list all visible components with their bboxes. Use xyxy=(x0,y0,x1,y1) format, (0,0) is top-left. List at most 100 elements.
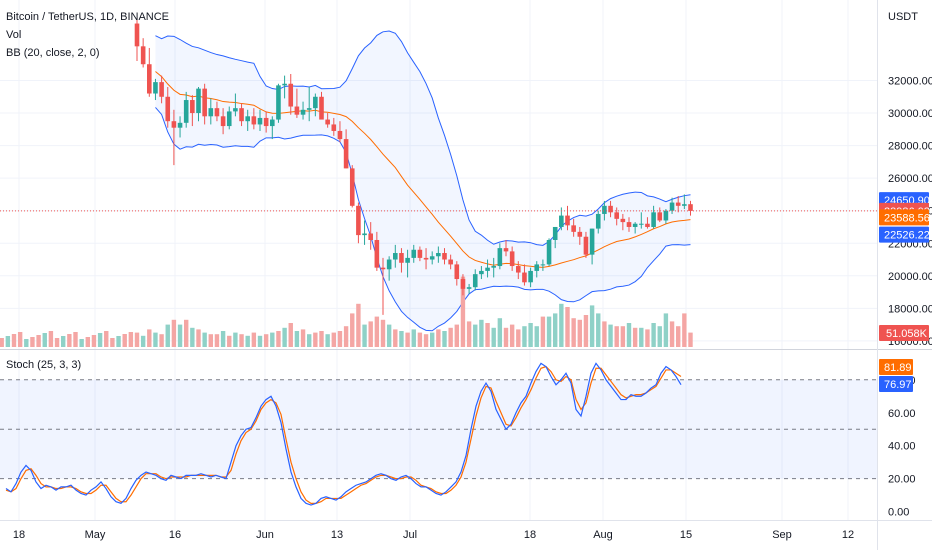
candle-body[interactable] xyxy=(313,96,318,109)
candle-body[interactable] xyxy=(190,100,195,114)
candle-body[interactable] xyxy=(183,100,189,123)
candle-body[interactable] xyxy=(165,96,171,122)
candle-body[interactable] xyxy=(251,116,257,125)
candle-body[interactable] xyxy=(460,279,466,289)
candle-body[interactable] xyxy=(417,249,423,258)
candle-body[interactable] xyxy=(454,264,460,280)
candle-body[interactable] xyxy=(528,270,533,283)
candle-body[interactable] xyxy=(589,228,595,255)
candle-body[interactable] xyxy=(405,257,410,263)
candle-body[interactable] xyxy=(423,257,429,260)
candle-body[interactable] xyxy=(153,82,158,94)
candle-body[interactable] xyxy=(688,204,693,211)
candle-body[interactable] xyxy=(196,88,201,114)
candle-body[interactable] xyxy=(226,111,232,127)
candle-body[interactable] xyxy=(282,83,287,86)
candle-body[interactable] xyxy=(448,259,453,265)
candle-body[interactable] xyxy=(540,264,546,266)
candle-body[interactable] xyxy=(140,46,146,65)
candle-body[interactable] xyxy=(294,106,300,115)
candle-body[interactable] xyxy=(565,215,570,226)
candle-body[interactable] xyxy=(134,23,140,47)
price-axis[interactable]: 32000.0030000.0028000.0026000.0024000.00… xyxy=(879,76,932,348)
candle-body[interactable] xyxy=(614,212,619,219)
candle-body[interactable] xyxy=(331,124,337,131)
candle-body[interactable] xyxy=(682,204,687,206)
candle-body[interactable] xyxy=(386,259,392,270)
candle-body[interactable] xyxy=(368,233,373,240)
candle-body[interactable] xyxy=(632,223,638,227)
candle-body[interactable] xyxy=(411,249,417,258)
candle-body[interactable] xyxy=(466,287,472,289)
candle-body[interactable] xyxy=(516,266,521,273)
candle-body[interactable] xyxy=(202,88,207,117)
candle-body[interactable] xyxy=(472,274,478,288)
candle-body[interactable] xyxy=(645,223,650,227)
candle-body[interactable] xyxy=(442,253,447,260)
time-axis[interactable]: 18 May 16 Jun 13 Jul 18 Aug 15 Sep 12 xyxy=(13,529,854,541)
candle-body[interactable] xyxy=(374,239,380,268)
candle-body[interactable] xyxy=(159,82,164,97)
candle-body[interactable] xyxy=(239,108,244,122)
bb-legend[interactable]: BB (20, close, 2, 0) xyxy=(6,47,100,59)
candle-body[interactable] xyxy=(546,239,552,265)
candle-body[interactable] xyxy=(595,213,601,229)
candle-body[interactable] xyxy=(263,117,269,127)
candle-body[interactable] xyxy=(343,139,349,169)
candle-body[interactable] xyxy=(479,270,484,275)
candle-body[interactable] xyxy=(147,64,152,94)
candle-body[interactable] xyxy=(337,130,343,140)
candle-body[interactable] xyxy=(325,119,330,125)
candle-body[interactable] xyxy=(491,266,496,268)
candle-body[interactable] xyxy=(436,253,441,257)
candle-body[interactable] xyxy=(663,210,669,221)
candle-body[interactable] xyxy=(208,108,214,117)
candle-body[interactable] xyxy=(639,223,644,225)
candle-body[interactable] xyxy=(257,117,263,125)
candle-body[interactable] xyxy=(220,116,226,127)
candlesticks[interactable] xyxy=(134,18,693,315)
candle-body[interactable] xyxy=(380,267,386,270)
stoch-legend[interactable]: Stoch (25, 3, 3) xyxy=(6,359,81,371)
candle-body[interactable] xyxy=(362,233,367,236)
candle-body[interactable] xyxy=(288,83,294,107)
candle-body[interactable] xyxy=(497,248,503,267)
candle-body[interactable] xyxy=(233,108,238,112)
candle-body[interactable] xyxy=(245,116,250,122)
candle-body[interactable] xyxy=(270,119,275,127)
candle-body[interactable] xyxy=(522,272,527,283)
candle-body[interactable] xyxy=(276,85,281,120)
candle-body[interactable] xyxy=(608,205,613,213)
candle-body[interactable] xyxy=(534,264,540,271)
candle-body[interactable] xyxy=(393,253,398,260)
candle-body[interactable] xyxy=(429,256,435,260)
candle-body[interactable] xyxy=(675,202,681,206)
candle-body[interactable] xyxy=(577,231,583,237)
candle-body[interactable] xyxy=(509,251,515,267)
candle-body[interactable] xyxy=(583,236,589,255)
candle-body[interactable] xyxy=(626,222,632,227)
candle-body[interactable] xyxy=(669,202,675,211)
candle-body[interactable] xyxy=(356,205,361,236)
candle-body[interactable] xyxy=(651,212,656,227)
candle-body[interactable] xyxy=(306,108,312,110)
candle-body[interactable] xyxy=(571,225,576,232)
candle-body[interactable] xyxy=(300,109,306,115)
candle-body[interactable] xyxy=(657,212,663,221)
candle-body[interactable] xyxy=(602,205,607,214)
candle-body[interactable] xyxy=(620,218,626,223)
candle-body[interactable] xyxy=(214,108,220,117)
symbol-legend[interactable]: Bitcoin / TetherUS, 1D, BINANCE xyxy=(6,11,169,23)
candle-body[interactable] xyxy=(552,226,558,240)
candle-body[interactable] xyxy=(171,121,177,128)
candle-body[interactable] xyxy=(349,168,355,206)
candle-body[interactable] xyxy=(399,253,404,263)
candle-body[interactable] xyxy=(177,122,183,128)
candle-body[interactable] xyxy=(319,96,324,120)
volume-legend[interactable]: Vol xyxy=(6,29,21,41)
candle-body[interactable] xyxy=(503,248,509,252)
candle-body[interactable] xyxy=(559,215,564,227)
candle-body[interactable] xyxy=(485,267,490,271)
